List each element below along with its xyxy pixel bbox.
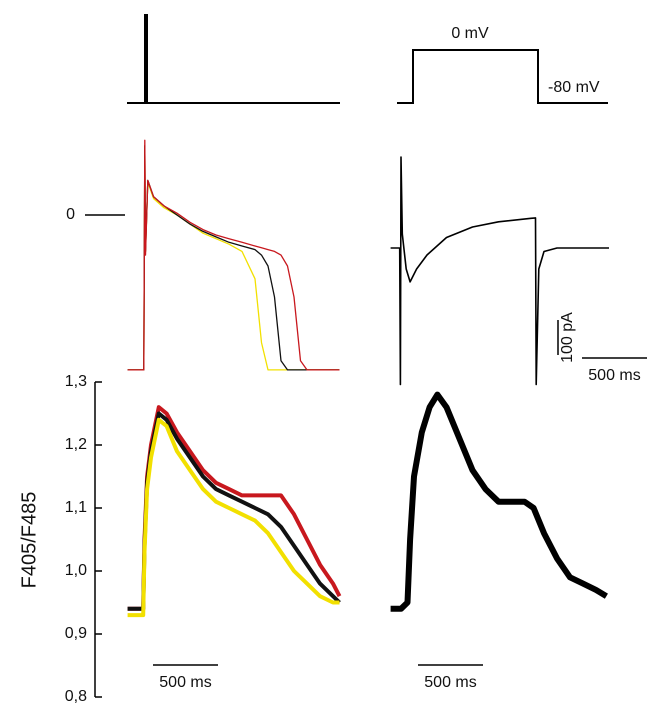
y-tick-label: 1,2 — [65, 436, 87, 453]
scale-bar-x-label: 500 ms — [588, 367, 640, 384]
trace — [390, 391, 608, 612]
stimulus-protocol — [127, 14, 340, 104]
step-low-label: -80 mV — [548, 79, 600, 96]
y-tick-label: 0 — [66, 206, 75, 223]
y-tick-label: 0,9 — [65, 625, 87, 642]
scale-bar-y-label: 100 pA — [559, 312, 576, 363]
y-tick-label: 1,0 — [65, 562, 87, 579]
trace — [127, 139, 340, 371]
y-tick-label: 1,3 — [65, 373, 87, 390]
step-high-label: 0 mV — [451, 25, 489, 42]
y-axis-title: F405/F485 — [18, 492, 40, 589]
y-tick-label: 1,1 — [65, 499, 87, 516]
trace — [127, 145, 340, 371]
scale-bar-x-label: 500 ms — [159, 674, 211, 691]
trace — [127, 145, 340, 371]
voltage-step-protocol — [397, 49, 608, 104]
trace — [127, 417, 340, 618]
trace — [390, 156, 609, 386]
scale-bar-x-label: 500 ms — [424, 674, 476, 691]
y-tick-label: 0,8 — [65, 688, 87, 705]
